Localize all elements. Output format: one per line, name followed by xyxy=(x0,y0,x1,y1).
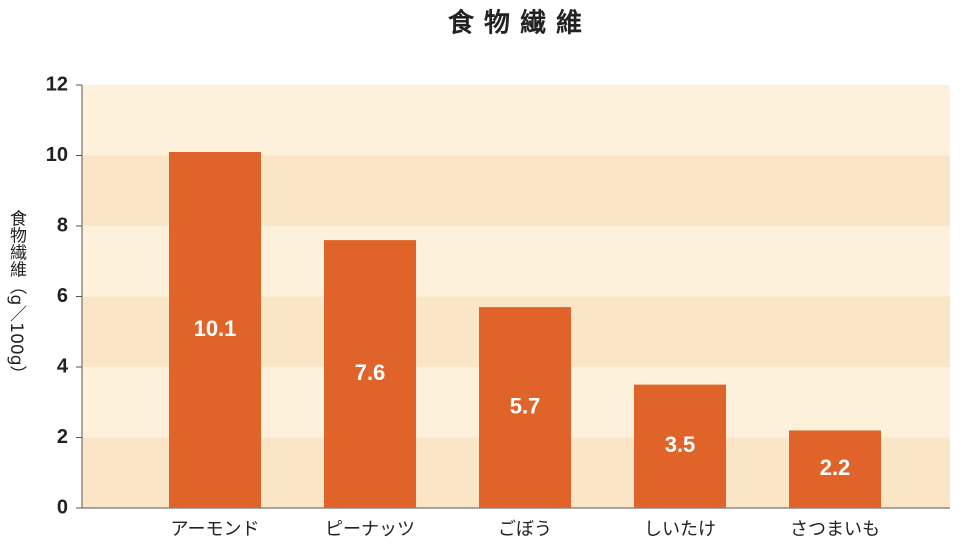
y-tick-label: 12 xyxy=(46,73,68,95)
value-label: 7.6 xyxy=(355,360,386,385)
x-tick-label: しいたけ xyxy=(644,519,716,540)
y-tick-label: 4 xyxy=(57,355,69,377)
plot-band xyxy=(82,85,950,156)
value-label: 10.1 xyxy=(194,316,237,341)
x-tick-label: アーモンド xyxy=(171,519,260,540)
value-label: 2.2 xyxy=(820,455,851,480)
value-label: 3.5 xyxy=(665,432,696,457)
chart-title: 食物繊維 xyxy=(448,8,592,39)
y-axis-label: 食物繊維（g／100g） xyxy=(6,209,27,382)
value-label: 5.7 xyxy=(510,393,541,418)
y-tick-label: 8 xyxy=(57,214,68,236)
bar xyxy=(479,307,571,508)
y-tick-label: 2 xyxy=(57,426,68,448)
bar xyxy=(324,240,416,508)
y-tick-label: 6 xyxy=(57,285,68,307)
x-tick-label: さつまいも xyxy=(790,519,880,540)
y-tick-label: 0 xyxy=(57,496,68,518)
y-tick-label: 10 xyxy=(46,144,68,166)
bar xyxy=(789,430,881,508)
x-tick-label: ピーナッツ xyxy=(325,519,415,540)
bar xyxy=(169,151,261,508)
x-tick-label: ごぼう xyxy=(498,519,552,540)
bar xyxy=(634,384,726,508)
